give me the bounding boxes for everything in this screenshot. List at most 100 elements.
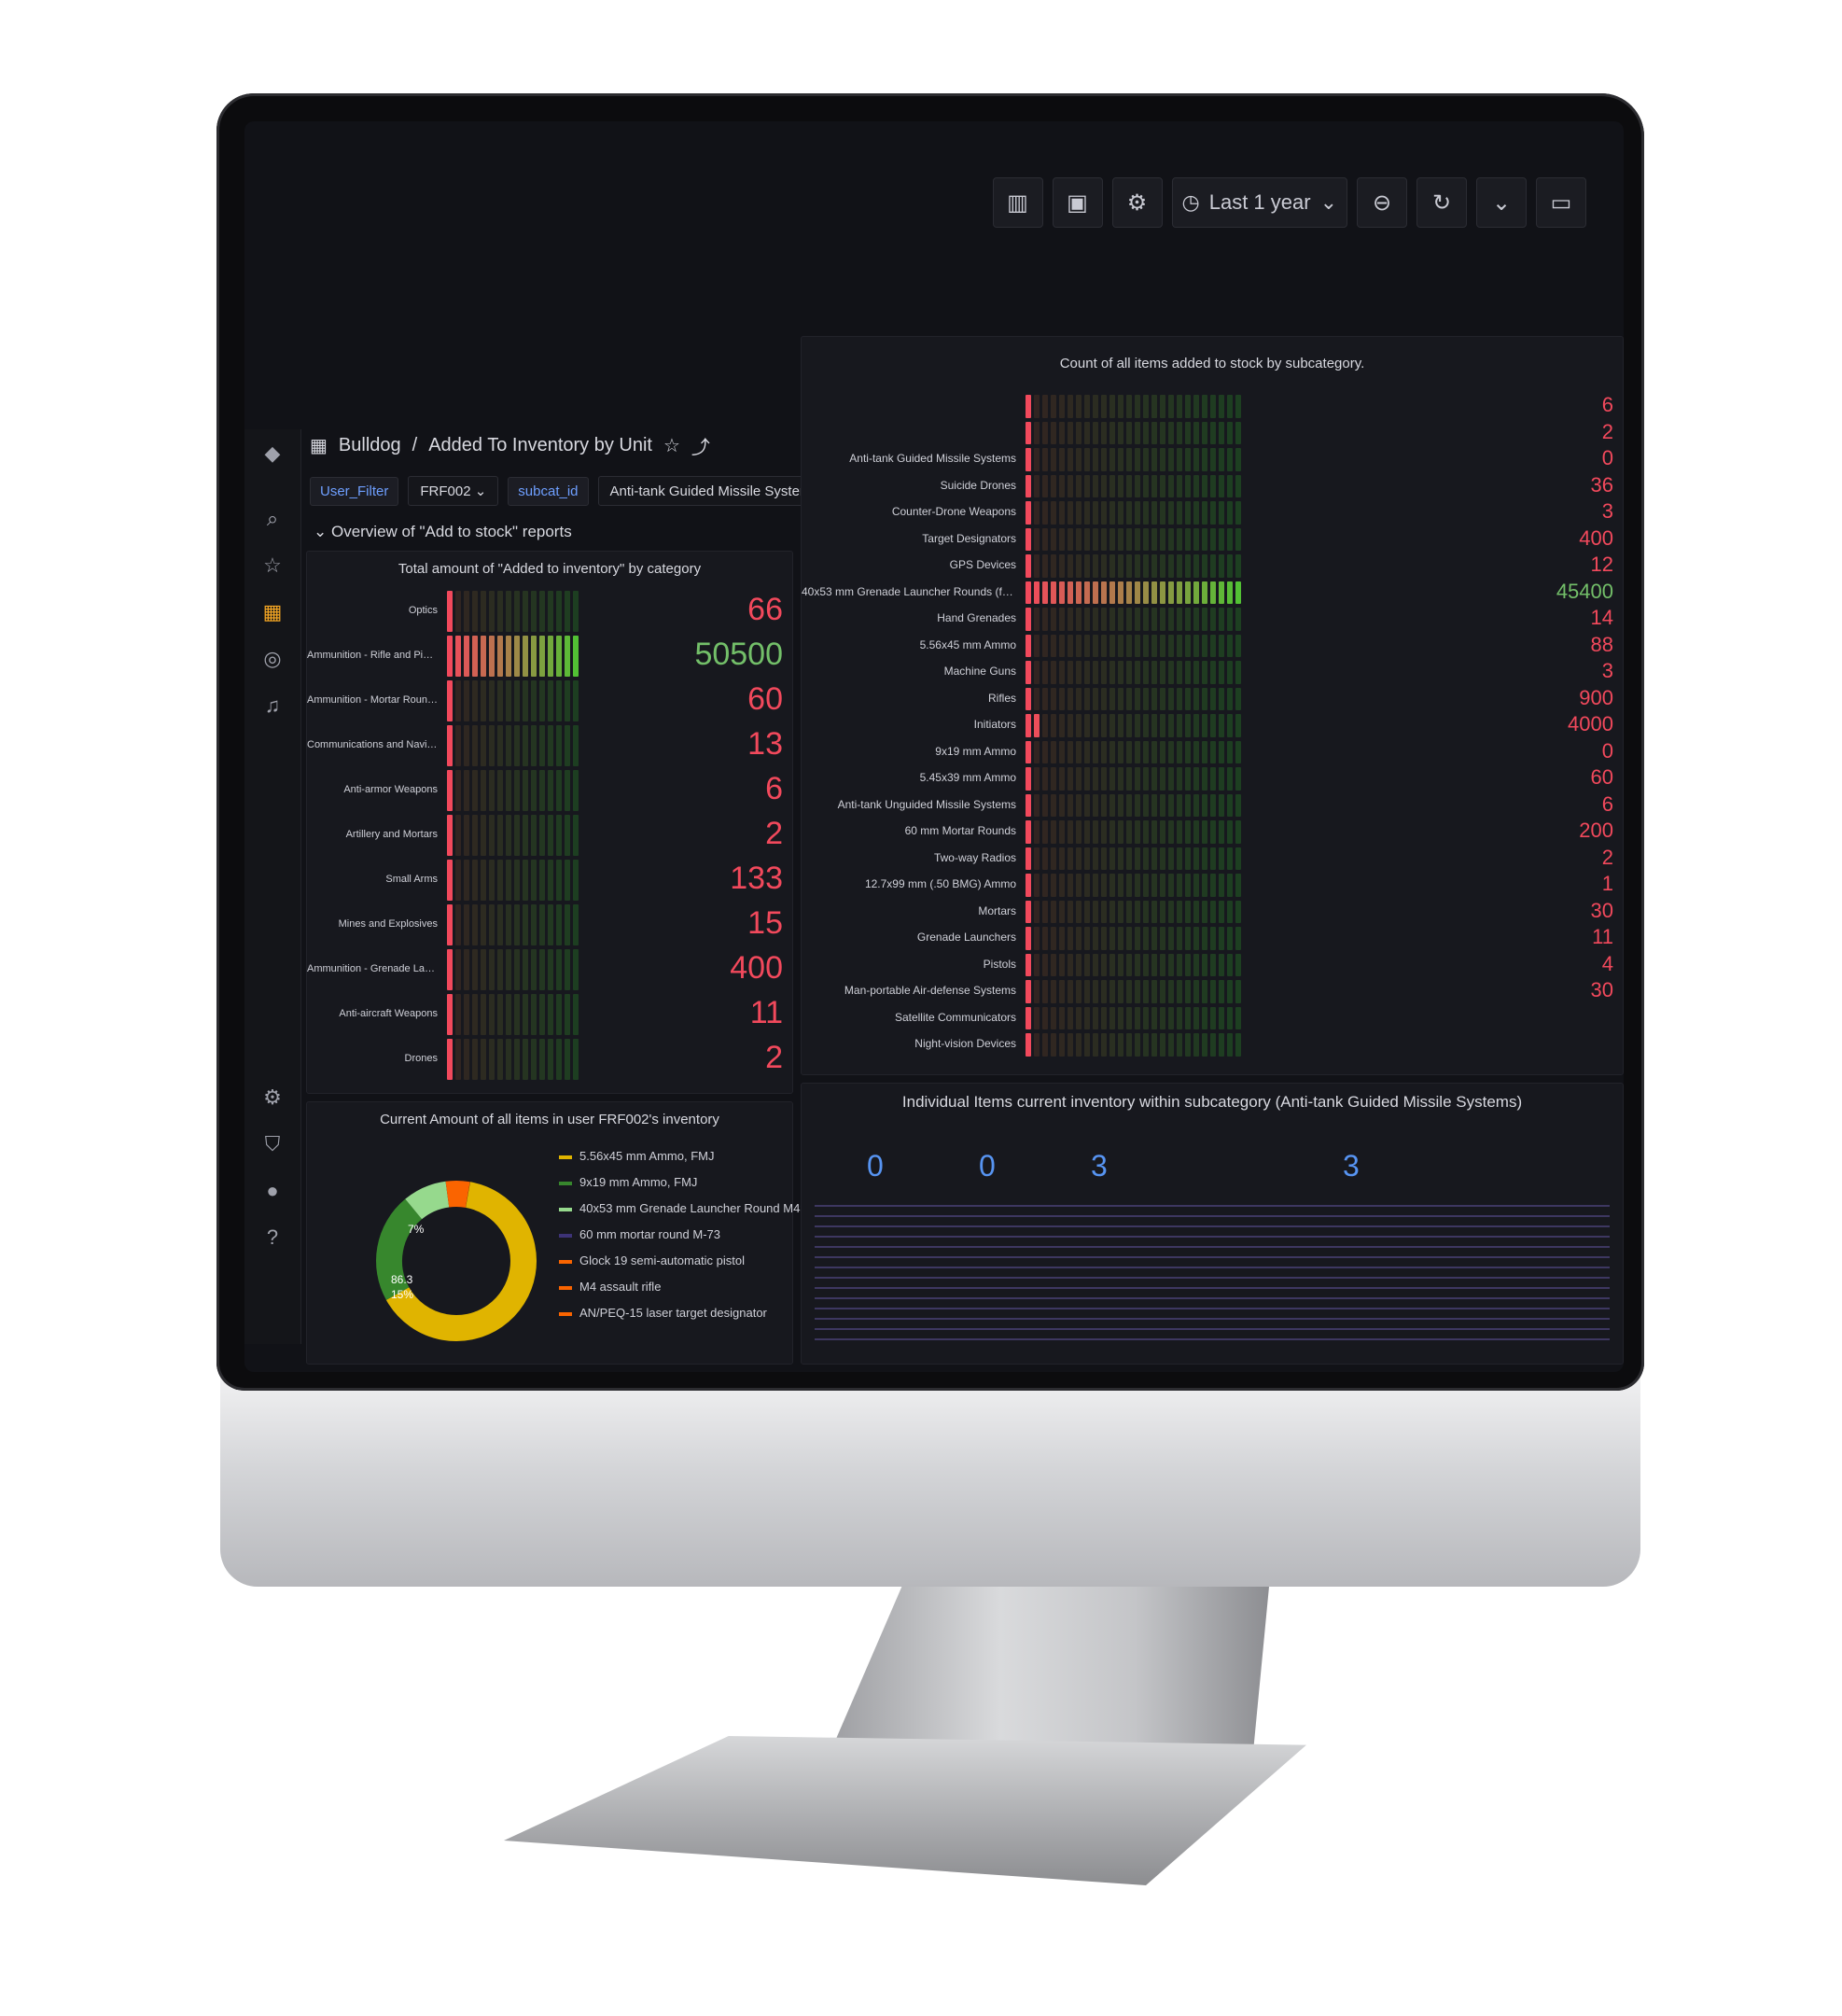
- shield-icon[interactable]: ⛉: [264, 1132, 281, 1155]
- bar-gauge-row[interactable]: Optics 66: [307, 589, 792, 634]
- legend-item[interactable]: Glock 19 semi-automatic pistol: [559, 1253, 745, 1267]
- bar-gauge-label: Mortars: [978, 903, 1016, 917]
- bar-gauge-cell: [1084, 714, 1090, 737]
- bell-icon[interactable]: ♫: [264, 693, 281, 717]
- bar-gauge-row[interactable]: Mortars 30: [802, 899, 1623, 926]
- bar-gauge-cell: [531, 591, 537, 632]
- bar-gauge-cell: [1210, 767, 1216, 791]
- bar-gauge-row[interactable]: Ammunition - Rifle and Pistol Cartri... 5…: [307, 634, 792, 679]
- legend-item[interactable]: AN/PEQ-15 laser target designator: [559, 1306, 767, 1320]
- bar-gauge-row[interactable]: Communications and Navigation 13: [307, 723, 792, 768]
- refresh-interval-dropdown[interactable]: ⌄: [1476, 177, 1527, 228]
- avatar[interactable]: ●: [266, 1179, 279, 1202]
- bar-gauge-cell: [1143, 474, 1149, 497]
- bar-gauge-row[interactable]: Machine Guns 3: [802, 659, 1623, 686]
- bar-gauge-cell: [1093, 474, 1098, 497]
- bar-gauge-row[interactable]: Drones 2: [307, 1037, 792, 1082]
- bar-gauge-cell: [1210, 395, 1216, 418]
- bar-gauge-cell: [1193, 1033, 1199, 1057]
- time-range-picker[interactable]: ◷ Last 1 year ⌄: [1171, 177, 1347, 228]
- legend-swatch: [559, 1207, 572, 1211]
- bar-gauge-row[interactable]: Anti-aircraft Weapons 11: [307, 992, 792, 1037]
- page-title[interactable]: Added To Inventory by Unit: [428, 434, 652, 455]
- bar-gauge-row[interactable]: Target Designators 400: [802, 526, 1623, 553]
- bar-gauge-row[interactable]: Counter-Drone Weapons 3: [802, 499, 1623, 526]
- bar-gauge-row[interactable]: Mines and Explosives 15: [307, 903, 792, 947]
- bar-gauge-cell: [1168, 474, 1174, 497]
- bar-gauge-cell: [565, 994, 570, 1035]
- bar-gauge-row[interactable]: Pistols 4: [802, 952, 1623, 979]
- save-dashboard-button[interactable]: ▣: [1052, 177, 1103, 228]
- legend-swatch: [559, 1155, 572, 1159]
- bar-gauge-row[interactable]: Man-portable Air-defense Systems 30: [802, 978, 1623, 1005]
- bar-gauge-row[interactable]: 5.56x45 mm Ammo 88: [802, 633, 1623, 660]
- bar-gauge-row[interactable]: Two-way Radios 2: [802, 846, 1623, 873]
- dashboard-row-title[interactable]: ⌄ Overview of "Add to stock" reports: [314, 523, 572, 540]
- bar-gauge-cell: [447, 591, 453, 632]
- bar-gauge-row[interactable]: 2: [802, 420, 1623, 447]
- bar-gauge-row[interactable]: Suicide Drones 36: [802, 473, 1623, 500]
- bar-gauge-row[interactable]: Anti-tank Guided Missile Systems 0: [802, 446, 1623, 473]
- bar-gauge-cell: [1219, 554, 1224, 578]
- bar-gauge-row[interactable]: 6: [802, 393, 1623, 420]
- legend-item[interactable]: M4 assault rifle: [559, 1280, 661, 1294]
- bar-gauge-cell: [1076, 714, 1081, 737]
- settings-button[interactable]: ⚙: [1111, 177, 1163, 228]
- bar-gauge-row[interactable]: Ammunition - Grenade Launcher Ca... 400: [307, 947, 792, 992]
- bar-gauge-value: 0: [1601, 446, 1613, 469]
- donut-slice[interactable]: [376, 1181, 537, 1341]
- bar-gauge-cell: [1135, 474, 1140, 497]
- bar-gauge-row[interactable]: Small Arms 133: [307, 858, 792, 903]
- bar-gauge-row[interactable]: Initiators 4000: [802, 712, 1623, 739]
- legend-item[interactable]: 9x19 mm Ammo, FMJ: [559, 1175, 697, 1189]
- star-icon[interactable]: ☆: [263, 553, 282, 577]
- search-icon[interactable]: ⌕: [266, 507, 279, 530]
- bar-gauge-cell: [1034, 608, 1040, 631]
- bar-gauge-cell: [1135, 554, 1140, 578]
- add-panel-button[interactable]: ▥: [992, 177, 1043, 228]
- donut-slice[interactable]: [376, 1181, 537, 1341]
- legend-item[interactable]: 60 mm mortar round M-73: [559, 1227, 720, 1241]
- gear-icon[interactable]: ⚙: [263, 1085, 282, 1109]
- bar-gauge-row[interactable]: Artillery and Mortars 2: [307, 813, 792, 858]
- star-icon[interactable]: ☆: [663, 435, 680, 456]
- bar-gauge-row[interactable]: Hand Grenades 14: [802, 606, 1623, 633]
- bar-gauge-row[interactable]: Satellite Communicators: [802, 1005, 1623, 1032]
- share-icon[interactable]: ⤴: [691, 437, 710, 458]
- bar-gauge-row[interactable]: Rifles 900: [802, 686, 1623, 713]
- bar-gauge-cell: [1101, 608, 1107, 631]
- bar-gauge-row[interactable]: Grenade Launchers 11: [802, 925, 1623, 952]
- bar-gauge-row[interactable]: 40x53 mm Grenade Launcher Rounds (for M.…: [802, 580, 1623, 607]
- bar-gauge-row[interactable]: Anti-armor Weapons 6: [307, 768, 792, 813]
- bar-gauge-cell: [455, 904, 461, 945]
- help-icon[interactable]: ?: [266, 1225, 279, 1249]
- bar-gauge-row[interactable]: 5.45x39 mm Ammo 60: [802, 765, 1623, 792]
- bar-gauge-cell: [1126, 953, 1132, 976]
- bar-gauge-cell: [1193, 581, 1199, 604]
- app-logo-icon[interactable]: ◆: [264, 441, 281, 465]
- variable-select-user-filter[interactable]: FRF002 ⌄: [408, 476, 499, 506]
- bar-gauge-row[interactable]: 60 mm Mortar Rounds 200: [802, 819, 1623, 846]
- bar-gauge-cell: [1193, 448, 1199, 471]
- breadcrumb-folder[interactable]: Bulldog: [338, 434, 401, 455]
- bar-gauge-value: 60: [747, 681, 783, 717]
- explore-icon[interactable]: ◎: [263, 647, 282, 670]
- bar-gauge-cell: [1135, 740, 1140, 763]
- bar-gauge-row[interactable]: 12.7x99 mm (.50 BMG) Ammo 1: [802, 872, 1623, 899]
- dashboards-icon[interactable]: ▦: [262, 600, 283, 623]
- bar-gauge-row[interactable]: Ammunition - Mortar Rounds 60: [307, 679, 792, 723]
- bar-gauge-row[interactable]: Anti-tank Unguided Missile Systems 6: [802, 792, 1623, 819]
- bar-gauge-cell: [531, 904, 537, 945]
- bar-gauge-cell: [1076, 527, 1081, 551]
- zoom-out-button[interactable]: ⊖: [1357, 177, 1407, 228]
- bar-gauge-row[interactable]: 9x19 mm Ammo 0: [802, 739, 1623, 766]
- legend-item[interactable]: 40x53 mm Grenade Launcher Round M430A1: [559, 1201, 829, 1215]
- bar-gauge-row[interactable]: Night-vision Devices: [802, 1031, 1623, 1058]
- bar-gauge-cell: [1084, 687, 1090, 710]
- bar-gauge-row[interactable]: GPS Devices 12: [802, 553, 1623, 580]
- legend-item[interactable]: 5.56x45 mm Ammo, FMJ: [559, 1149, 714, 1163]
- refresh-button[interactable]: ↻: [1416, 177, 1467, 228]
- bar-gauge-cell: [1059, 953, 1065, 976]
- view-mode-button[interactable]: ▭: [1536, 177, 1586, 228]
